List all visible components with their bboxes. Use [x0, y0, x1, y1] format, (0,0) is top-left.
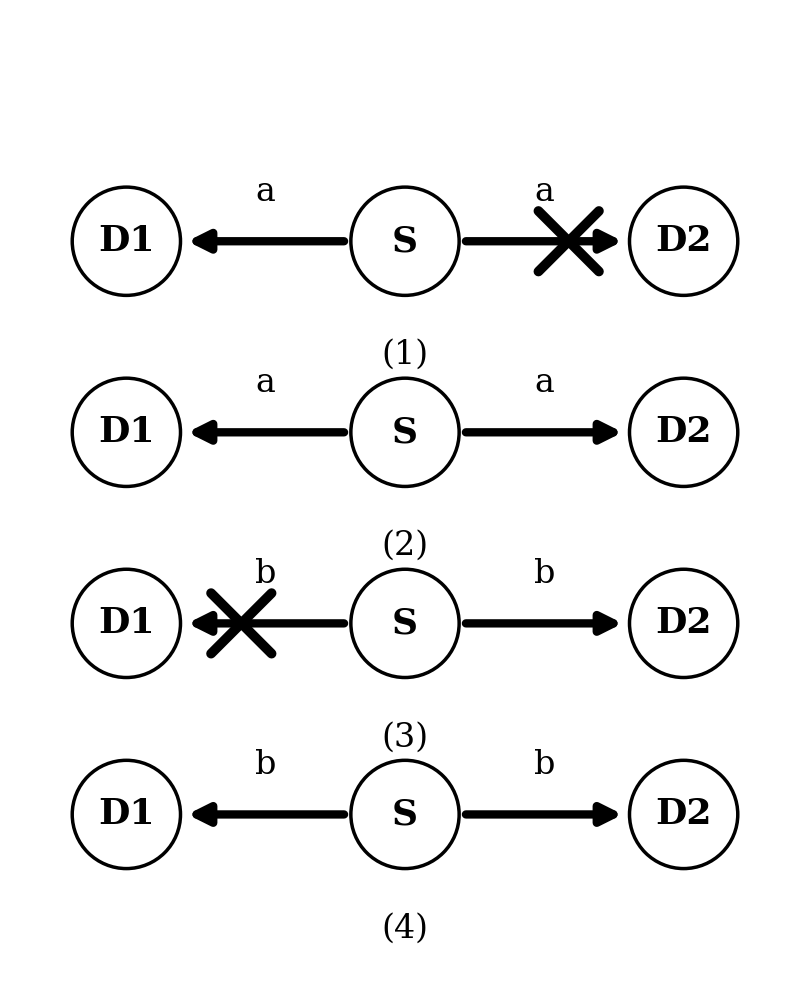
Text: b: b	[255, 749, 276, 781]
Text: S: S	[392, 606, 418, 641]
Circle shape	[351, 760, 459, 869]
Circle shape	[72, 760, 181, 869]
Text: D1: D1	[98, 606, 155, 641]
Text: b: b	[534, 558, 555, 590]
Text: (4): (4)	[382, 913, 428, 944]
Text: S: S	[392, 224, 418, 258]
Text: a: a	[256, 367, 275, 399]
Text: a: a	[256, 176, 275, 207]
Circle shape	[351, 187, 459, 296]
Text: a: a	[535, 176, 554, 207]
Circle shape	[629, 569, 738, 678]
Text: b: b	[255, 558, 276, 590]
Text: D1: D1	[98, 224, 155, 258]
Text: a: a	[535, 367, 554, 399]
Text: D2: D2	[655, 224, 712, 258]
Text: S: S	[392, 416, 418, 449]
Circle shape	[72, 378, 181, 486]
Text: (3): (3)	[382, 721, 428, 753]
Circle shape	[72, 187, 181, 296]
Text: D2: D2	[655, 606, 712, 641]
Text: b: b	[534, 749, 555, 781]
Text: D1: D1	[98, 798, 155, 831]
Text: (2): (2)	[382, 531, 428, 562]
Circle shape	[351, 378, 459, 486]
Circle shape	[72, 569, 181, 678]
Text: S: S	[392, 798, 418, 831]
Text: D1: D1	[98, 416, 155, 449]
Circle shape	[629, 760, 738, 869]
Text: (1): (1)	[382, 339, 428, 371]
Circle shape	[629, 378, 738, 486]
Text: D2: D2	[655, 798, 712, 831]
Text: D2: D2	[655, 416, 712, 449]
Circle shape	[629, 187, 738, 296]
Circle shape	[351, 569, 459, 678]
